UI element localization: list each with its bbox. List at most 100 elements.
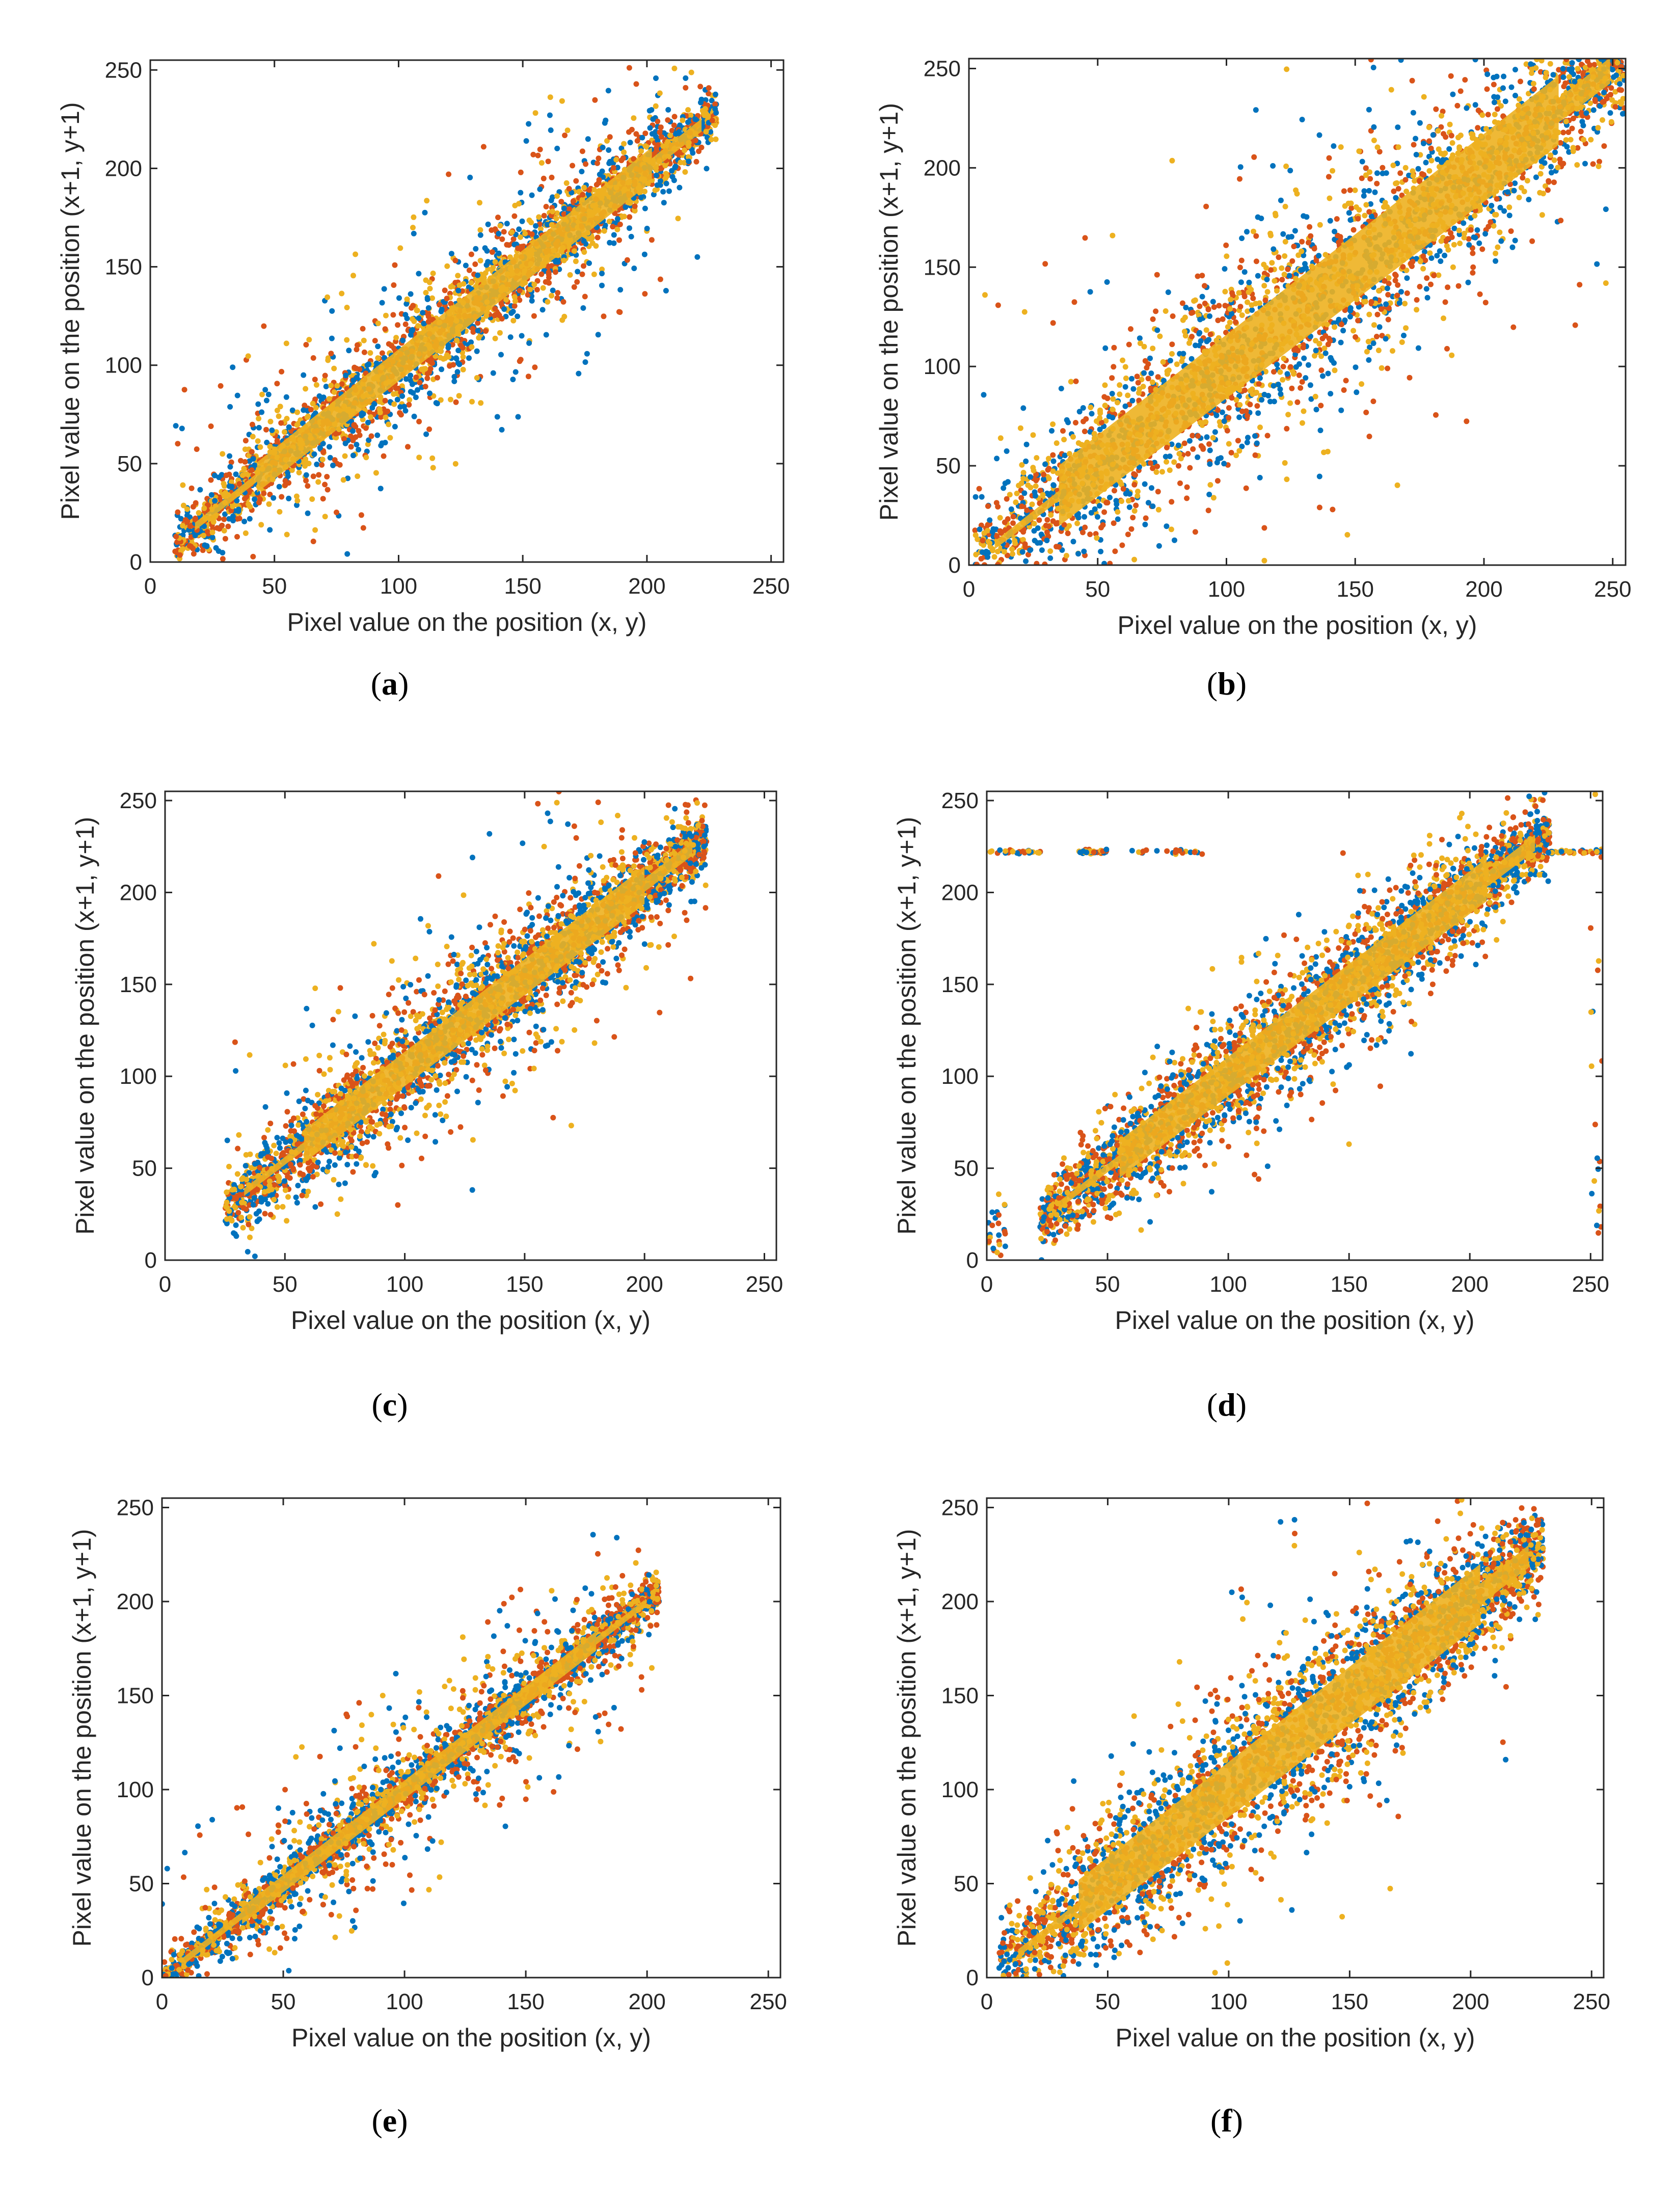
data-point [282,482,288,488]
data-point [480,144,487,150]
data-point [263,427,269,433]
data-point [499,236,505,242]
data-point [458,342,464,349]
data-point [1125,498,1131,504]
data-point [560,299,566,305]
data-point [490,370,496,376]
data-point [474,375,480,381]
data-point [657,90,663,96]
data-point [357,366,363,372]
data-point [328,351,334,357]
data-point [354,442,360,447]
data-point [1359,381,1365,387]
data-point [671,177,677,183]
data-point [1192,297,1198,303]
data-point [515,313,521,319]
data-point [448,251,454,257]
data-point [584,351,590,357]
data-point [617,221,623,227]
data-point [1428,255,1435,261]
data-point [1214,478,1221,484]
data-point [466,355,472,361]
data-point [484,248,490,254]
data-point [424,198,430,204]
data-point [1048,512,1054,518]
data-point [658,124,664,130]
data-point [1446,146,1452,152]
data-point [698,99,704,105]
data-point [476,277,482,283]
data-point [1521,189,1527,195]
data-point [1451,242,1457,248]
data-point [437,302,443,308]
data-point [1415,166,1421,172]
y-tick-label: 150 [105,255,142,280]
data-point [1512,180,1518,186]
data-point [1495,244,1501,250]
data-point [201,523,207,529]
data-point [1482,300,1489,306]
data-point [631,265,637,272]
data-point [334,510,339,515]
data-point [579,148,585,154]
data-point [994,456,1000,462]
data-point [219,522,225,528]
data-point [1508,84,1515,90]
data-point [665,117,671,123]
data-point [249,421,255,428]
data-point [408,389,414,395]
data-point [1261,283,1267,289]
data-point [712,101,718,107]
data-point [525,292,531,298]
data-point [591,271,597,277]
data-point [627,214,633,220]
data-point [515,414,521,420]
data-point [1284,476,1290,483]
data-point [616,309,622,315]
data-point [234,534,240,540]
data-point [381,286,387,292]
data-point [532,110,538,116]
data-point [208,477,214,483]
data-point [261,490,267,496]
data-point [274,438,280,444]
data-point [1316,341,1322,347]
data-point [1347,314,1353,319]
data-point [1042,461,1048,467]
data-point [522,231,528,236]
data-point [446,354,452,360]
data-point [353,251,359,257]
data-point [257,444,263,450]
data-point [663,288,669,294]
data-point [187,523,193,529]
data-point [1236,414,1242,420]
data-point [492,259,498,265]
data-point [1327,218,1333,224]
data-point [1374,180,1380,186]
data-point [451,374,457,380]
data-point [332,457,338,463]
data-point [1165,289,1171,295]
data-point [1435,156,1441,163]
data-point [549,174,555,180]
data-point [496,250,502,256]
data-point [180,523,186,529]
data-point [981,392,987,398]
data-point [1375,348,1382,354]
data-point [1366,357,1372,363]
data-point [1033,483,1039,489]
data-point [1244,229,1250,235]
data-point [1164,459,1170,465]
data-point [1157,333,1163,339]
data-point [274,408,280,413]
data-point [518,190,524,196]
data-point [677,184,683,191]
data-point [538,160,545,166]
data-point [641,251,647,257]
data-point [1462,77,1468,83]
data-point [378,414,384,420]
data-point [621,141,627,147]
data-point [561,257,567,263]
data-point [361,337,367,343]
data-point [531,313,537,319]
